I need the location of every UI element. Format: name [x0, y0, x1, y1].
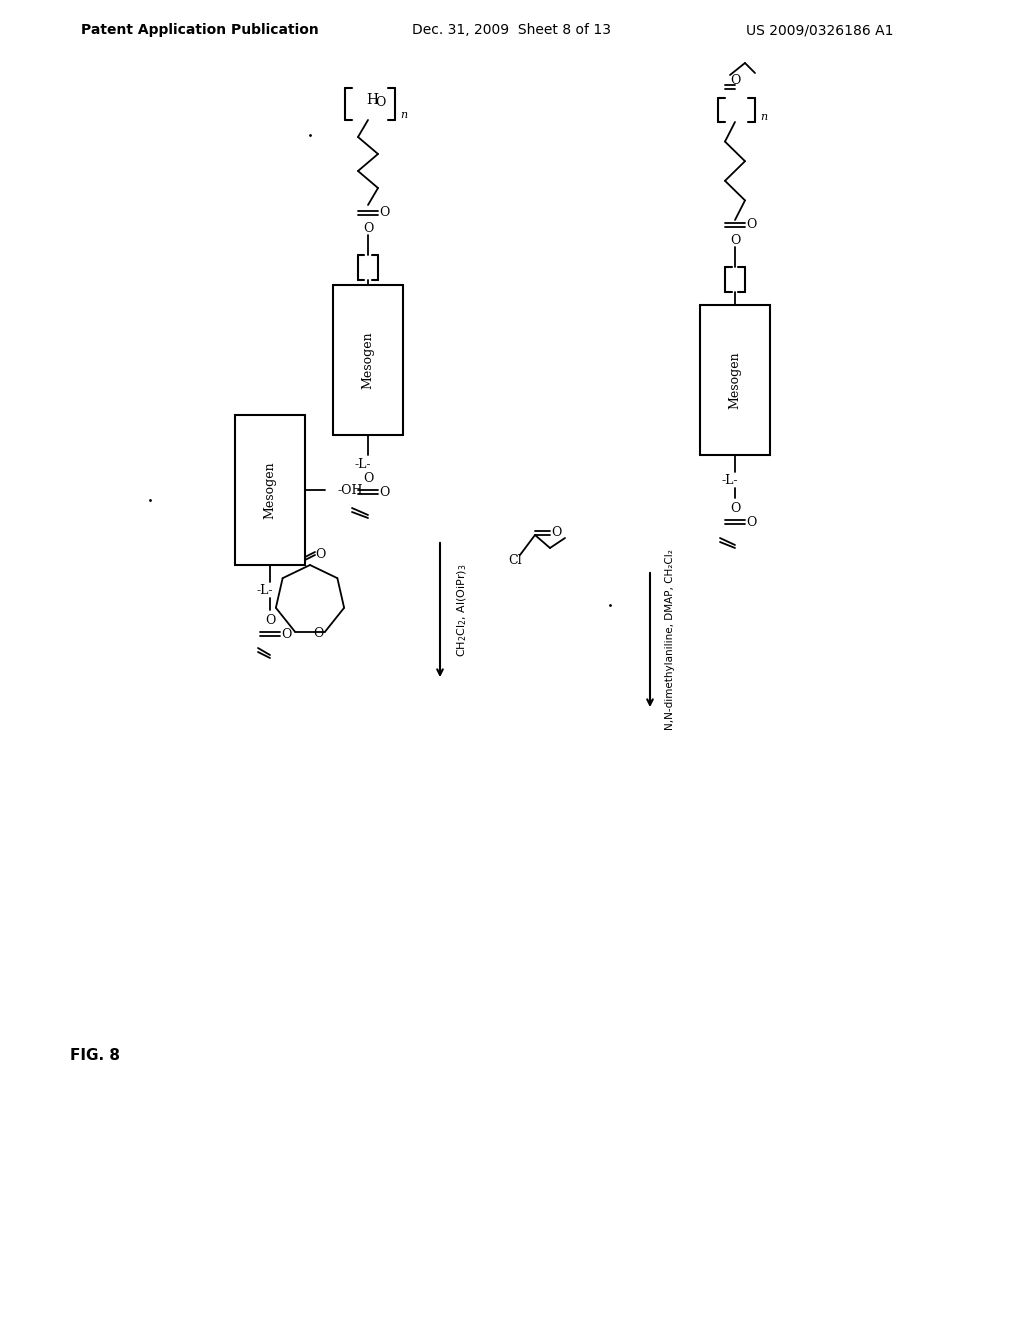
Text: -L-: -L- — [722, 474, 738, 487]
Text: O: O — [362, 223, 373, 235]
Text: -L-: -L- — [257, 583, 273, 597]
Text: FIG. 8: FIG. 8 — [70, 1048, 120, 1063]
Text: O: O — [314, 549, 326, 561]
Text: O: O — [379, 486, 389, 499]
Text: O: O — [551, 527, 561, 540]
Text: O: O — [362, 471, 373, 484]
Text: CH$_2$Cl$_2$, Al(OiPr)$_3$: CH$_2$Cl$_2$, Al(OiPr)$_3$ — [455, 564, 469, 657]
FancyBboxPatch shape — [234, 414, 305, 565]
Text: O: O — [281, 627, 291, 640]
Text: Mesogen: Mesogen — [361, 331, 375, 389]
Text: Mesogen: Mesogen — [728, 351, 741, 409]
Text: O: O — [375, 96, 385, 110]
Text: Dec. 31, 2009  Sheet 8 of 13: Dec. 31, 2009 Sheet 8 of 13 — [413, 22, 611, 37]
Text: O: O — [730, 74, 740, 87]
Text: O: O — [745, 219, 756, 231]
FancyBboxPatch shape — [700, 305, 770, 455]
Text: O: O — [745, 516, 756, 528]
Text: O: O — [265, 614, 275, 627]
Text: -L-: -L- — [354, 458, 372, 471]
Text: N,N-dimethylaniline, DMAP, CH₂Cl₂: N,N-dimethylaniline, DMAP, CH₂Cl₂ — [665, 549, 675, 730]
Text: -OH: -OH — [338, 483, 364, 496]
Text: Cl: Cl — [508, 553, 522, 566]
Text: n: n — [760, 112, 767, 121]
Text: Mesogen: Mesogen — [263, 461, 276, 519]
Text: Patent Application Publication: Patent Application Publication — [81, 22, 318, 37]
Text: O: O — [379, 206, 389, 219]
Text: O: O — [313, 627, 324, 640]
Text: n: n — [400, 110, 408, 120]
Text: O: O — [730, 235, 740, 248]
Text: H: H — [366, 92, 378, 107]
Text: US 2009/0326186 A1: US 2009/0326186 A1 — [746, 22, 894, 37]
Text: O: O — [730, 502, 740, 515]
FancyBboxPatch shape — [333, 285, 403, 436]
